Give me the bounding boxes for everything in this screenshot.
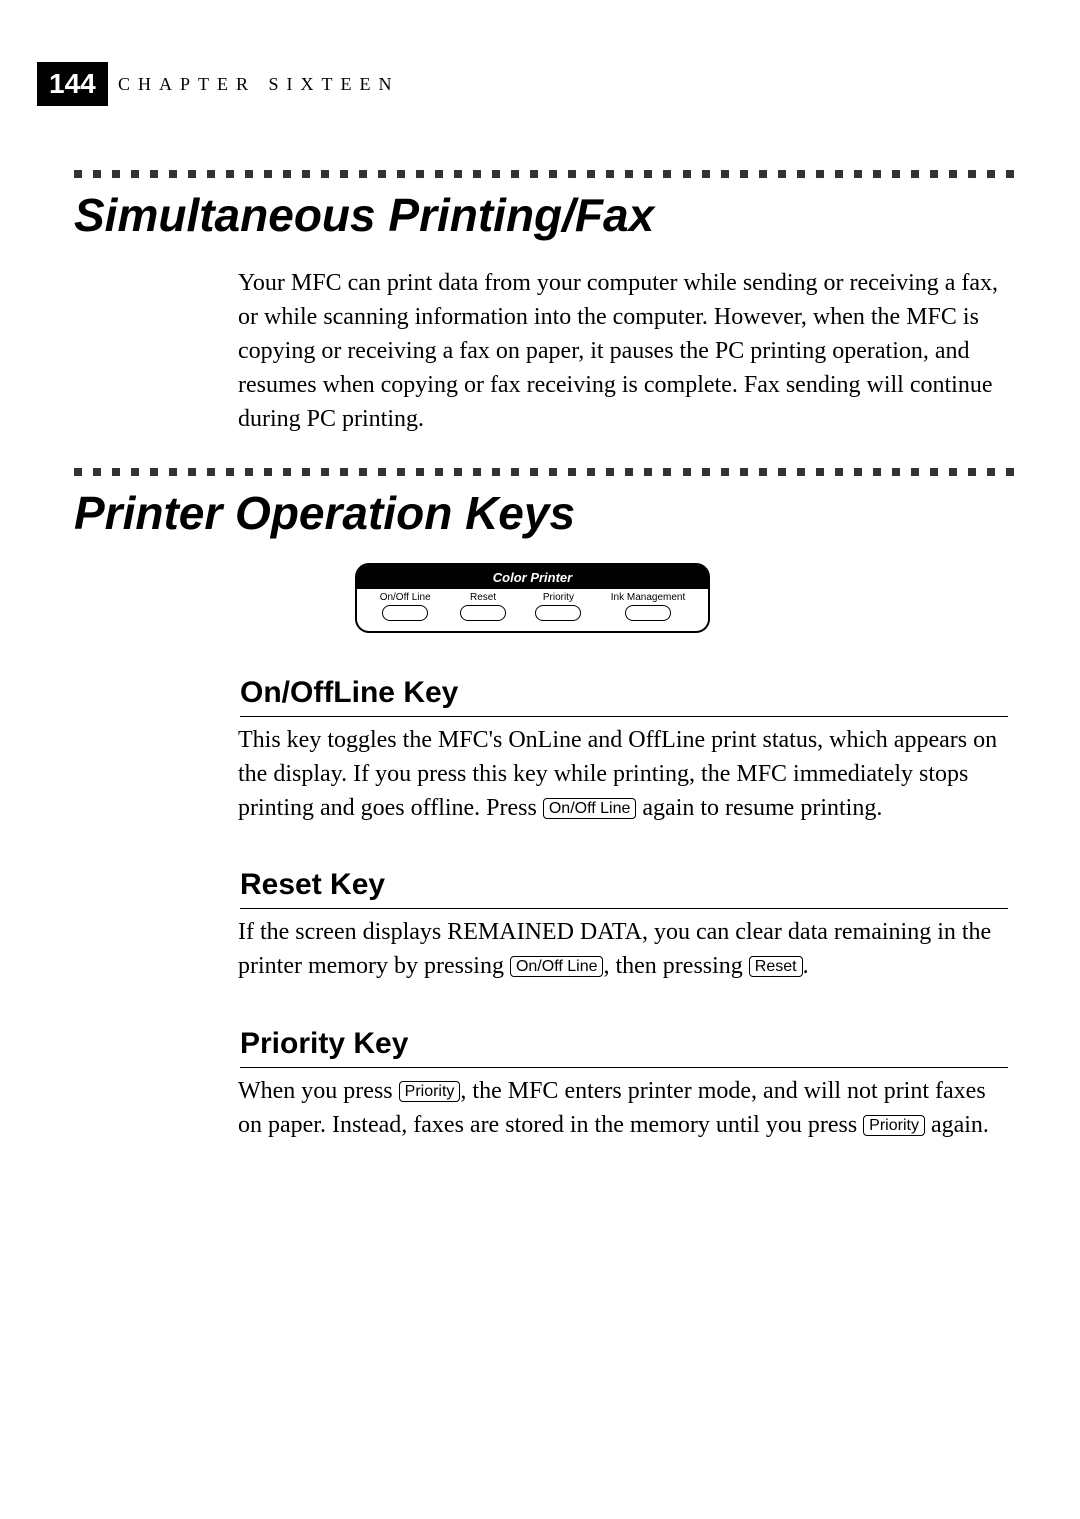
text-fragment: . bbox=[803, 953, 809, 979]
section-heading-printer-keys: Printer Operation Keys bbox=[74, 486, 575, 540]
subheading-rule bbox=[240, 1067, 1008, 1068]
reset-paragraph: If the screen displays REMAINED DATA, yo… bbox=[238, 915, 1008, 983]
printer-key-label: Ink Management bbox=[611, 592, 686, 603]
key-label-onoffline: On/Off Line bbox=[510, 956, 604, 977]
key-label-reset: Reset bbox=[749, 956, 803, 977]
subheading-reset: Reset Key bbox=[240, 868, 385, 902]
printer-key-ink: Ink Management bbox=[611, 592, 686, 621]
onoffline-paragraph: This key toggles the MFC's OnLine and Of… bbox=[238, 723, 1008, 825]
key-label-priority: Priority bbox=[399, 1081, 461, 1102]
text-fragment: When you press bbox=[238, 1078, 399, 1104]
printer-key-button-icon bbox=[460, 605, 506, 621]
subheading-rule bbox=[240, 908, 1008, 909]
key-label-onoffline: On/Off Line bbox=[543, 798, 637, 819]
printer-key-reset: Reset bbox=[460, 592, 506, 621]
subheading-priority: Priority Key bbox=[240, 1027, 408, 1061]
dotted-separator bbox=[74, 468, 1014, 476]
subheading-rule bbox=[240, 716, 1008, 717]
printer-panel-diagram: Color Printer On/Off Line Reset Priority… bbox=[355, 563, 710, 633]
page-number: 144 bbox=[37, 62, 108, 106]
printer-panel-body: On/Off Line Reset Priority Ink Managemen… bbox=[357, 589, 708, 621]
printer-key-button-icon bbox=[382, 605, 428, 621]
dotted-separator bbox=[74, 170, 1014, 178]
printer-key-button-icon bbox=[535, 605, 581, 621]
text-fragment: , then pressing bbox=[603, 953, 748, 979]
printer-key-label: Reset bbox=[470, 592, 496, 603]
intro-paragraph: Your MFC can print data from your comput… bbox=[238, 266, 1008, 436]
printer-panel-header: Color Printer bbox=[357, 565, 708, 589]
printer-panel-title: Color Printer bbox=[493, 570, 572, 585]
subheading-onoffline: On/OffLine Key bbox=[240, 676, 458, 710]
printer-key-label: Priority bbox=[543, 592, 574, 603]
printer-key-priority: Priority bbox=[535, 592, 581, 621]
printer-key-label: On/Off Line bbox=[380, 592, 431, 603]
text-fragment: again to resume printing. bbox=[636, 795, 882, 821]
printer-key-button-icon bbox=[625, 605, 671, 621]
printer-key-onoffline: On/Off Line bbox=[380, 592, 431, 621]
section-heading-simultaneous: Simultaneous Printing/Fax bbox=[74, 188, 654, 242]
key-label-priority: Priority bbox=[863, 1115, 925, 1136]
chapter-label: CHAPTER SIXTEEN bbox=[118, 74, 400, 95]
priority-paragraph: When you press Priority, the MFC enters … bbox=[238, 1074, 1008, 1142]
text-fragment: again. bbox=[925, 1112, 989, 1138]
